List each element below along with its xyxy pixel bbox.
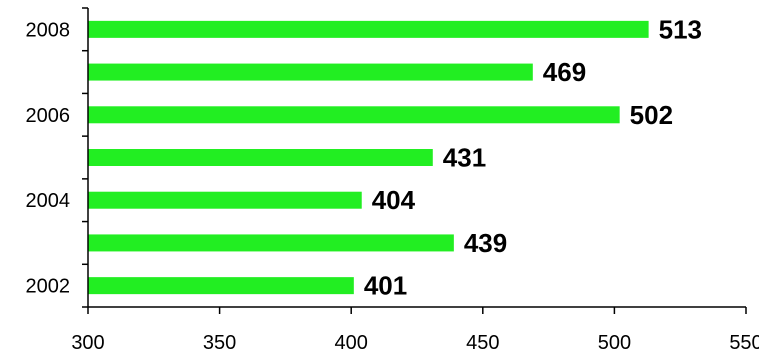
bar-2002 (88, 277, 354, 295)
x-tick-label-350: 350 (203, 332, 236, 354)
y-tick-label-2008: 2008 (26, 19, 71, 41)
x-tick-label-300: 300 (71, 332, 104, 354)
data-label-2002: 401 (364, 271, 407, 301)
x-tick-label-500: 500 (598, 332, 631, 354)
bar-2007 (88, 63, 533, 81)
bar-2003 (88, 234, 454, 252)
data-label-2007: 469 (543, 57, 586, 87)
bar-2008 (88, 20, 649, 38)
x-tick-label-550: 550 (729, 332, 759, 354)
data-label-2008: 513 (659, 14, 702, 44)
y-tick-label-2002: 2002 (26, 276, 71, 298)
bar-2005 (88, 149, 433, 166)
bar-2006 (88, 106, 620, 124)
data-label-2003: 439 (464, 228, 507, 258)
data-label-2004: 404 (372, 185, 416, 215)
x-tick-label-400: 400 (335, 332, 368, 354)
bar-2004 (88, 191, 362, 209)
x-tick-label-450: 450 (466, 332, 499, 354)
y-tick-label-2004: 2004 (26, 190, 71, 212)
data-label-2005: 431 (443, 143, 486, 173)
data-label-2006: 502 (630, 100, 673, 130)
y-tick-label-2006: 2006 (26, 105, 71, 127)
